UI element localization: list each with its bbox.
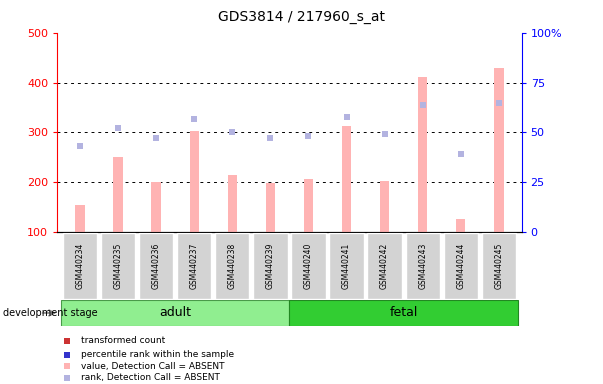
Bar (189, 131, 199, 232)
Text: GSM440239: GSM440239 (266, 243, 275, 289)
Text: GDS3814 / 217960_s_at: GDS3814 / 217960_s_at (218, 10, 385, 23)
Bar (456, 219, 466, 232)
FancyBboxPatch shape (367, 233, 402, 299)
Text: GSM440243: GSM440243 (418, 243, 427, 289)
Text: GSM440242: GSM440242 (380, 243, 389, 289)
Bar (380, 181, 390, 232)
FancyBboxPatch shape (101, 233, 135, 299)
Text: GSM440244: GSM440244 (456, 243, 465, 289)
Bar (113, 157, 123, 232)
FancyBboxPatch shape (406, 233, 440, 299)
Text: GSM440245: GSM440245 (494, 243, 504, 289)
Text: rank, Detection Call = ABSENT: rank, Detection Call = ABSENT (81, 373, 219, 382)
Bar (75, 205, 85, 232)
FancyBboxPatch shape (253, 233, 288, 299)
Text: GSM440236: GSM440236 (152, 243, 161, 289)
FancyBboxPatch shape (177, 233, 212, 299)
Text: GSM440241: GSM440241 (342, 243, 351, 289)
Bar (418, 77, 428, 232)
FancyBboxPatch shape (444, 233, 478, 299)
Text: GSM440234: GSM440234 (75, 243, 84, 289)
FancyBboxPatch shape (289, 300, 518, 326)
FancyBboxPatch shape (215, 233, 250, 299)
Text: GSM440237: GSM440237 (190, 243, 199, 289)
Text: GSM440235: GSM440235 (114, 243, 122, 289)
FancyBboxPatch shape (139, 233, 174, 299)
Bar (342, 126, 352, 232)
Bar (304, 179, 313, 232)
Text: development stage: development stage (3, 308, 98, 318)
Text: value, Detection Call = ABSENT: value, Detection Call = ABSENT (81, 362, 224, 371)
Text: GSM440238: GSM440238 (228, 243, 237, 289)
Bar (151, 182, 161, 232)
Text: transformed count: transformed count (81, 336, 165, 346)
Bar (494, 68, 504, 232)
Bar (227, 175, 237, 232)
Text: fetal: fetal (390, 306, 418, 319)
Text: GSM440240: GSM440240 (304, 243, 313, 289)
FancyBboxPatch shape (61, 300, 289, 326)
FancyBboxPatch shape (482, 233, 516, 299)
FancyBboxPatch shape (329, 233, 364, 299)
Text: adult: adult (159, 306, 191, 319)
FancyBboxPatch shape (291, 233, 326, 299)
FancyBboxPatch shape (63, 233, 97, 299)
Text: percentile rank within the sample: percentile rank within the sample (81, 350, 233, 359)
Bar (266, 184, 275, 232)
